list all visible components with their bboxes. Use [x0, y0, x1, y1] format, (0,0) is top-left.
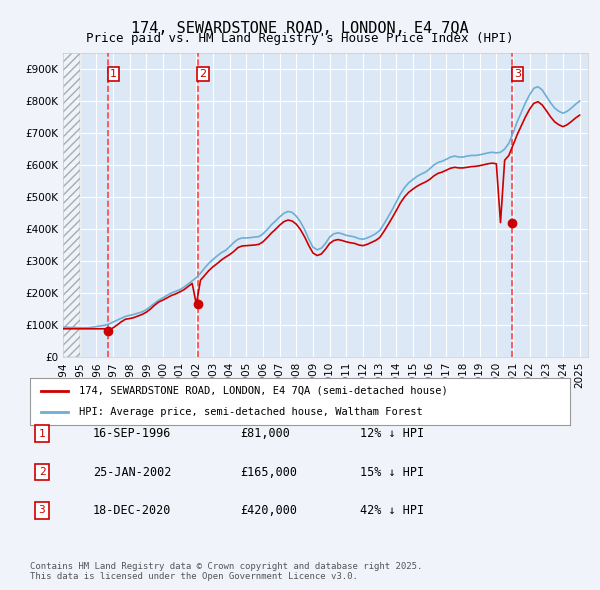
Text: 25-JAN-2002: 25-JAN-2002 [93, 466, 172, 478]
Text: £420,000: £420,000 [240, 504, 297, 517]
Text: 2: 2 [199, 69, 206, 79]
Text: 174, SEWARDSTONE ROAD, LONDON, E4 7QA (semi-detached house): 174, SEWARDSTONE ROAD, LONDON, E4 7QA (s… [79, 386, 448, 396]
Text: 1: 1 [110, 69, 117, 79]
Text: 42% ↓ HPI: 42% ↓ HPI [360, 504, 424, 517]
Text: 1: 1 [38, 429, 46, 438]
Text: 15% ↓ HPI: 15% ↓ HPI [360, 466, 424, 478]
Text: 3: 3 [514, 69, 521, 79]
Text: £81,000: £81,000 [240, 427, 290, 440]
Text: Contains HM Land Registry data © Crown copyright and database right 2025.
This d: Contains HM Land Registry data © Crown c… [30, 562, 422, 581]
Text: 2: 2 [38, 467, 46, 477]
Text: Price paid vs. HM Land Registry's House Price Index (HPI): Price paid vs. HM Land Registry's House … [86, 32, 514, 45]
Bar [63, 53, 80, 357]
Text: 18-DEC-2020: 18-DEC-2020 [93, 504, 172, 517]
Text: 3: 3 [38, 506, 46, 515]
Text: 12% ↓ HPI: 12% ↓ HPI [360, 427, 424, 440]
Text: HPI: Average price, semi-detached house, Waltham Forest: HPI: Average price, semi-detached house,… [79, 407, 422, 417]
Bar [63, 53, 80, 357]
Text: 16-SEP-1996: 16-SEP-1996 [93, 427, 172, 440]
Text: 174, SEWARDSTONE ROAD, LONDON, E4 7QA: 174, SEWARDSTONE ROAD, LONDON, E4 7QA [131, 21, 469, 35]
Text: £165,000: £165,000 [240, 466, 297, 478]
